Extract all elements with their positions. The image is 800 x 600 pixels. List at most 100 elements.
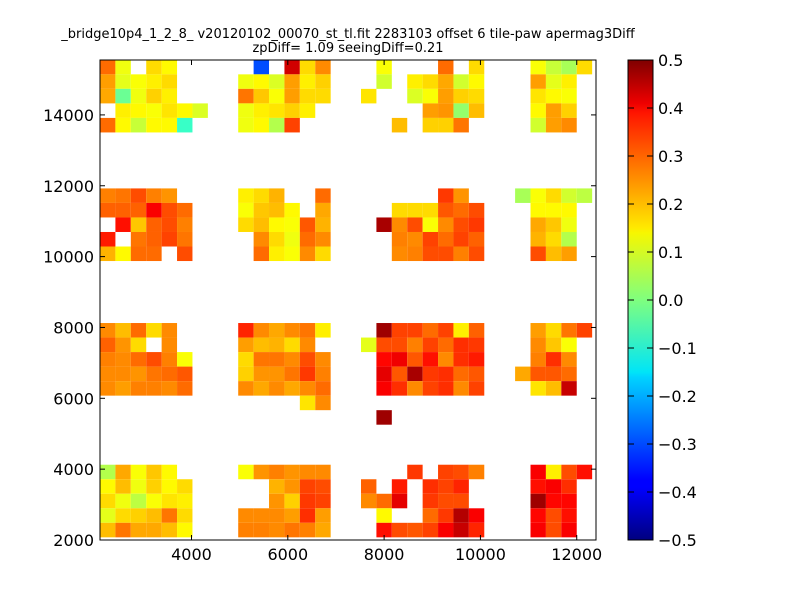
- y-tick-label-4: 10000: [43, 248, 94, 267]
- heatmap-cell-46: [361, 88, 377, 104]
- heatmap-cell-151: [177, 231, 193, 247]
- heatmap-cell-203: [530, 323, 546, 338]
- heatmap-cell-280: [269, 381, 285, 396]
- heatmap-cell-273: [115, 381, 131, 396]
- heatmap-cell-341: [284, 493, 300, 509]
- heatmap-cell-202: [468, 323, 485, 338]
- heatmap-cells: [100, 60, 593, 538]
- heatmap-cell-75: [130, 117, 147, 133]
- heatmap-cell-368: [453, 508, 469, 523]
- heatmap-cell-127: [130, 217, 147, 232]
- heatmap-cell-375: [130, 522, 147, 538]
- heatmap-cell-234: [253, 352, 270, 367]
- heatmap-cell-233: [238, 352, 254, 367]
- heatmap-cell-194: [299, 323, 316, 338]
- heatmap-cell-224: [530, 337, 546, 353]
- heatmap-cell-301: [161, 464, 178, 480]
- heatmap-cell-290: [468, 381, 485, 396]
- heatmap-cell-381: [269, 522, 285, 538]
- heatmap-cell-44: [299, 88, 316, 104]
- heatmap-cell-283: [315, 381, 331, 396]
- heatmap-cell-357: [161, 508, 178, 523]
- heatmap-cell-225: [545, 337, 562, 353]
- heatmap-cell-333: [561, 479, 577, 494]
- heatmap-cell-49: [438, 88, 454, 104]
- heatmap-cell-296: [376, 410, 392, 425]
- heatmap-cell-39: [161, 88, 178, 104]
- heatmap-cell-264: [422, 366, 439, 382]
- heatmap-cell-59: [177, 103, 193, 118]
- heatmap-cell-77: [161, 117, 178, 133]
- heatmap-cell-83: [391, 117, 408, 133]
- heatmap-cell-346: [391, 493, 408, 509]
- heatmap-cell-107: [115, 202, 131, 218]
- heatmap-cell-373: [100, 522, 116, 538]
- heatmap-cell-126: [115, 217, 131, 232]
- heatmap-cell-154: [284, 231, 300, 247]
- heatmap-cell-80: [253, 117, 270, 133]
- heatmap-cell-197: [391, 323, 408, 338]
- heatmap-cell-288: [438, 381, 454, 396]
- heatmap-cell-252: [146, 366, 162, 382]
- colorbar-tick-label-8: −0.3: [658, 435, 697, 454]
- heatmap-cell-4: [253, 60, 270, 75]
- heatmap-cell-143: [468, 217, 485, 232]
- heatmap-cell-206: [576, 323, 593, 338]
- heatmap-cell-199: [422, 323, 439, 338]
- heatmap-cell-393: [545, 522, 562, 538]
- heatmap-cell-181: [468, 246, 485, 262]
- heatmap-cell-211: [238, 337, 254, 353]
- heatmap-cell-200: [438, 323, 454, 338]
- heatmap-cell-128: [146, 217, 162, 232]
- heatmap-cell-363: [299, 508, 316, 523]
- heatmap-cell-302: [238, 464, 254, 480]
- heatmap-cell-219: [407, 337, 423, 353]
- heatmap-cell-230: [146, 352, 162, 367]
- heatmap-cell-93: [146, 188, 162, 203]
- heatmap-cell-291: [530, 381, 546, 396]
- heatmap-cell-294: [299, 395, 316, 411]
- heatmap-cell-113: [253, 202, 270, 218]
- heatmap-cell-191: [253, 323, 270, 338]
- heatmap-cell-293: [561, 381, 577, 396]
- heatmap-cell-229: [130, 352, 147, 367]
- heatmap-cell-390: [453, 522, 469, 538]
- heatmap-cell-27: [407, 74, 423, 89]
- heatmap-cell-34: [561, 74, 577, 89]
- heatmap-cell-47: [407, 88, 423, 104]
- heatmap-cell-289: [453, 381, 469, 396]
- heatmap-cell-379: [238, 522, 254, 538]
- heatmap-cell-35: [100, 88, 116, 104]
- heatmap-cell-258: [284, 366, 300, 382]
- heatmap-cell-276: [161, 381, 178, 396]
- heatmap-cell-134: [284, 217, 300, 232]
- heatmap-cell-11: [530, 60, 546, 75]
- heatmap-cell-173: [284, 246, 300, 262]
- heatmap-cell-102: [530, 188, 546, 203]
- heatmap-cell-336: [130, 493, 147, 509]
- heatmap-cell-311: [468, 464, 485, 480]
- y-tick-label-0: 2000: [53, 531, 94, 550]
- y-tick-label-6: 14000: [43, 106, 94, 125]
- heatmap-cell-1: [115, 60, 131, 75]
- heatmap-cell-210: [161, 337, 178, 353]
- heatmap-cell-313: [545, 464, 562, 480]
- heatmap-cell-116: [315, 202, 331, 218]
- heatmap-cell-100: [453, 188, 469, 203]
- heatmap-cell-54: [561, 88, 577, 104]
- heatmap-cell-343: [315, 493, 331, 509]
- heatmap-cell-62: [253, 103, 270, 118]
- heatmap-cell-152: [253, 231, 270, 247]
- heatmap-cell-40: [238, 88, 254, 104]
- heatmap-cell-103: [545, 188, 562, 203]
- heatmap-cell-69: [468, 103, 485, 118]
- heatmap-cell-170: [177, 246, 193, 262]
- heatmap-cell-136: [315, 217, 331, 232]
- heatmap-cell-237: [299, 352, 316, 367]
- heatmap-cell-243: [438, 352, 454, 367]
- heatmap-cell-86: [453, 117, 469, 133]
- heatmap-cell-13: [561, 60, 577, 75]
- heatmap-cell-84: [422, 117, 439, 133]
- heatmap-cell-90: [100, 188, 116, 203]
